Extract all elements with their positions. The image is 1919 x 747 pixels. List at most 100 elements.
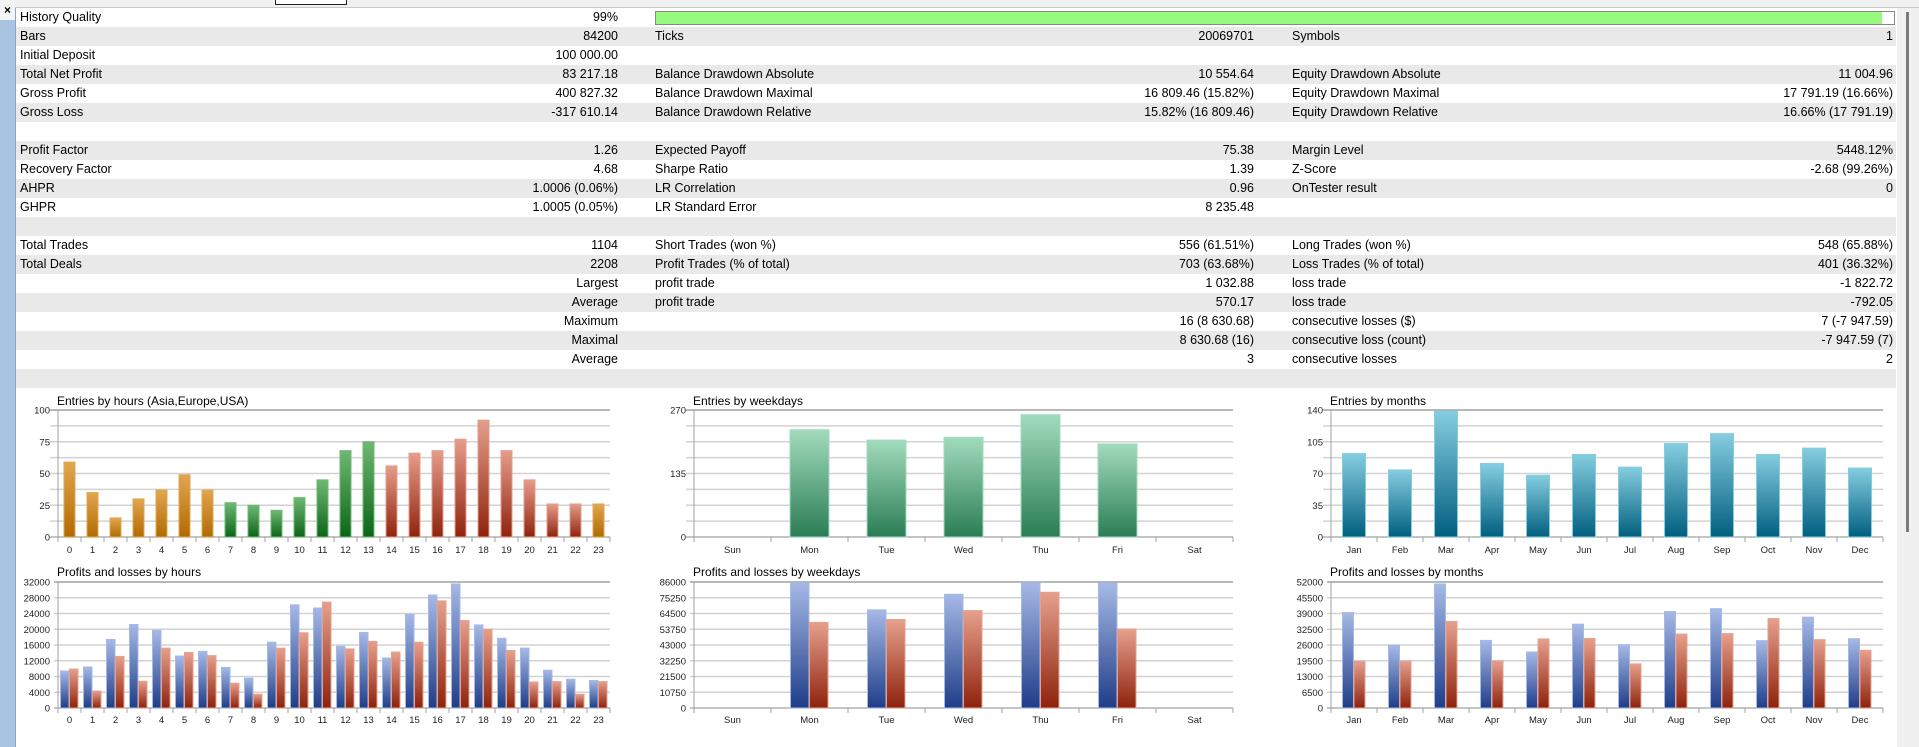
report-row: Gross Profit 400 827.32 Balance Drawdown M… (16, 84, 1896, 103)
x-tick-label: 17 (455, 545, 466, 556)
x-tick-label: Mon (800, 545, 818, 556)
x-tick-label: 2 (113, 545, 118, 556)
report-label: consecutive losses ($) (1292, 314, 1416, 328)
entries-bar (1388, 469, 1412, 538)
report-value: 1.0005 (0.05%) (532, 200, 618, 214)
report-value: Average (571, 295, 618, 309)
x-tick-label: Sun (724, 715, 741, 726)
report-value: 1.26 (593, 143, 618, 157)
loss-bar (1813, 639, 1826, 709)
close-icon[interactable]: × (0, 0, 15, 20)
report-row: History Quality 99% (16, 8, 1896, 27)
report-label: Equity Drawdown Maximal (1292, 86, 1440, 100)
report-value: 1 (1886, 29, 1893, 43)
profit-bar (497, 637, 507, 709)
loss-bar (1675, 633, 1688, 709)
loss-bar (207, 655, 217, 709)
x-tick-label: Apr (1485, 715, 1500, 726)
entries-bar (500, 450, 513, 538)
report-value: 703 (63.68%) (1178, 257, 1254, 271)
report-label: consecutive losses (1292, 352, 1397, 366)
loss-bar (575, 693, 585, 709)
loss-bar (1721, 633, 1734, 709)
loss-bar (1491, 660, 1504, 709)
y-tick-label: 0 (1318, 533, 1323, 544)
report-value: 548 (65.88%) (1817, 238, 1893, 252)
y-tick-label: 35 (1312, 501, 1323, 512)
report-label: Initial Deposit (20, 48, 96, 62)
profit-bar (944, 593, 964, 709)
x-tick-label: May (1529, 715, 1547, 726)
profit-bar (129, 624, 139, 709)
loss-bar (391, 651, 401, 709)
y-tick-label: 24000 (24, 609, 50, 620)
tab-backtest[interactable] (275, 0, 347, 5)
x-tick-label: 20 (524, 715, 535, 726)
report-row: Total Net Profit 83 217.18 Balance Drawdow… (16, 65, 1896, 84)
chart-title: Entries by months (1330, 394, 1426, 408)
loss-bar (460, 620, 470, 709)
report-value: 84200 (583, 29, 618, 43)
profit-bar (1848, 638, 1860, 709)
profit-bar (1021, 582, 1041, 709)
profit-bar (428, 594, 438, 709)
profit-bar (106, 638, 116, 709)
report-row (16, 369, 1896, 388)
y-tick-label: 75250 (660, 593, 686, 604)
x-tick-label: Mon (800, 715, 818, 726)
report-row: GHPR 1.0005 (0.05%) LR Standard Error 8 235… (16, 198, 1896, 217)
y-tick-label: 32250 (660, 656, 686, 667)
report-value: 10 554.64 (1198, 67, 1254, 81)
y-tick-label: 4000 (29, 688, 50, 699)
x-tick-label: 11 (318, 545, 328, 556)
x-tick-label: 16 (432, 545, 443, 556)
profit-bar (175, 655, 185, 709)
y-tick-label: 75 (39, 437, 50, 448)
x-tick-label: 21 (547, 545, 558, 556)
report-row: Profit Factor 1.26 Expected Payoff 75.38 Mar… (16, 141, 1896, 160)
entries-bar (1342, 453, 1366, 538)
report-value: 20069701 (1198, 29, 1254, 43)
entries-bar (270, 509, 283, 538)
loss-bar (253, 693, 263, 709)
history-quality-bar (655, 11, 1895, 25)
report-label: Equity Drawdown Absolute (1292, 67, 1441, 81)
profit-bar (83, 666, 93, 709)
x-tick-label: Jun (1576, 545, 1591, 556)
report-label: Balance Drawdown Maximal (655, 86, 813, 100)
report-label: Balance Drawdown Relative (655, 105, 812, 119)
report-value: 99% (592, 10, 618, 24)
loss-bar (437, 600, 447, 709)
report-row: Maximum 16 (8 630.68) consecutive losses (… (16, 312, 1896, 331)
x-tick-label: 13 (363, 545, 374, 556)
x-tick-label: Jun (1576, 715, 1591, 726)
x-tick-label: Tue (878, 715, 894, 726)
report-label: Bars (20, 29, 46, 43)
profit-bar (543, 669, 553, 709)
entries-bar (943, 436, 984, 538)
loss-bar (92, 690, 102, 709)
chart-title: Profits and losses by weekdays (693, 565, 860, 579)
x-tick-label: 12 (340, 545, 351, 556)
chart-title: Profits and losses by months (1330, 565, 1483, 579)
chart-title: Entries by weekdays (693, 394, 803, 408)
x-tick-label: 19 (501, 545, 512, 556)
entries-bar (155, 489, 168, 538)
y-tick-label: 25 (39, 501, 50, 512)
y-tick-label: 140 (1307, 406, 1323, 417)
loss-bar (1117, 628, 1137, 709)
report-value: 4.68 (593, 162, 618, 176)
x-tick-label: Mar (1438, 715, 1454, 726)
profit-bar (1664, 611, 1676, 709)
profit-bar (1756, 640, 1768, 709)
loss-bar (184, 651, 194, 709)
x-tick-label: 7 (228, 715, 233, 726)
report-value: 75.38 (1222, 143, 1254, 157)
scrollbar-thumb[interactable] (1906, 12, 1909, 532)
x-tick-label: 2 (113, 715, 118, 726)
x-tick-label: Wed (954, 715, 973, 726)
x-tick-label: 3 (136, 545, 141, 556)
x-tick-label: Nov (1806, 715, 1823, 726)
vertical-scrollbar[interactable] (1897, 8, 1919, 747)
x-tick-label: Thu (1032, 545, 1048, 556)
